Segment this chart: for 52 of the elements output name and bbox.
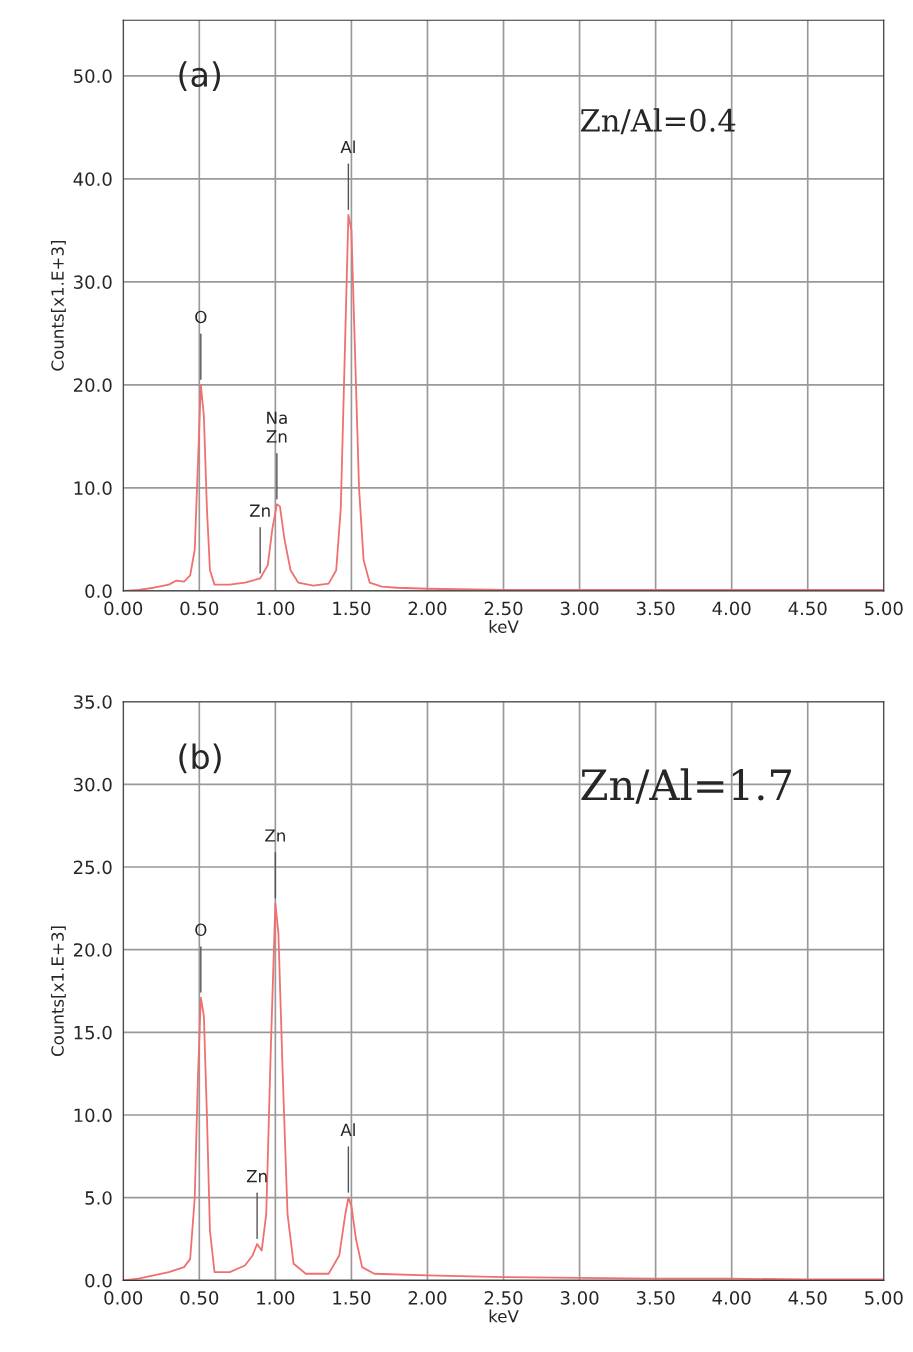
y-tick-label: 15.0 [74, 1025, 112, 1040]
x-tick-label: 3.50 [636, 1291, 675, 1305]
annotation: (b) [179, 743, 221, 774]
annotation: Zn [246, 1170, 267, 1183]
y-tick-label: 10.0 [74, 1108, 112, 1123]
annotation: Zn [265, 829, 285, 842]
y-tick-label: 30.0 [74, 777, 112, 792]
annotation: Zn/Al=0.4 [580, 108, 736, 135]
x-tick-label: 5.00 [865, 601, 903, 616]
x-tick-label: 1.00 [257, 1291, 295, 1305]
annotation: O [195, 310, 207, 324]
annotation: Zn [249, 504, 270, 517]
y-axis-title: Counts[x1.E+3] [50, 240, 66, 371]
y-tick-label: 25.0 [73, 860, 112, 875]
annotation: (a) [179, 61, 221, 91]
annotation: O [195, 923, 207, 937]
y-tick-label: 0.0 [85, 1273, 112, 1288]
x-tick-label: 2.50 [484, 1291, 523, 1305]
y-tick-label: 5.0 [85, 1191, 112, 1205]
x-tick-label: 1.00 [257, 601, 295, 616]
x-tick-label: 3.00 [560, 601, 599, 616]
x-axis-title: keV [489, 1309, 519, 1323]
x-tick-label: 1.50 [333, 1291, 371, 1305]
x-tick-label: 0.50 [180, 601, 219, 616]
x-tick-label: 4.00 [712, 1291, 751, 1305]
y-tick-label: 20.0 [73, 378, 112, 392]
x-tick-label: 0.50 [180, 1291, 219, 1305]
y-tick-label: 30.0 [74, 275, 112, 289]
y-tick-label: 20.0 [73, 943, 112, 957]
annotation: Zn/Al=1.7 [581, 768, 791, 804]
x-tick-label: 2.00 [408, 1291, 447, 1305]
x-tick-label: 0.00 [104, 601, 143, 616]
y-axis-title: Counts[x1.E+3] [50, 926, 66, 1057]
x-tick-label: 5.00 [865, 1291, 903, 1305]
x-tick-label: 4.50 [788, 1291, 827, 1305]
x-tick-label: 0.00 [104, 1291, 143, 1305]
x-tick-label: 2.50 [484, 601, 523, 616]
x-tick-label: 3.00 [560, 1291, 599, 1305]
x-tick-label: 4.00 [712, 601, 751, 616]
y-tick-label: 50.0 [74, 69, 112, 84]
x-tick-label: 3.50 [636, 601, 675, 616]
y-tick-label: 0.0 [85, 584, 112, 598]
y-tick-label: 40.0 [73, 172, 112, 186]
annotation: Na Zn [266, 411, 287, 443]
x-axis-title: keV [489, 620, 519, 633]
annotation: Al [340, 1123, 355, 1136]
y-tick-label: 10.0 [74, 481, 112, 495]
annotation: Al [340, 140, 355, 154]
y-tick-label: 35.0 [74, 695, 112, 709]
x-tick-label: 2.00 [408, 601, 447, 616]
x-tick-label: 4.50 [788, 601, 827, 616]
x-tick-label: 1.50 [333, 601, 371, 616]
